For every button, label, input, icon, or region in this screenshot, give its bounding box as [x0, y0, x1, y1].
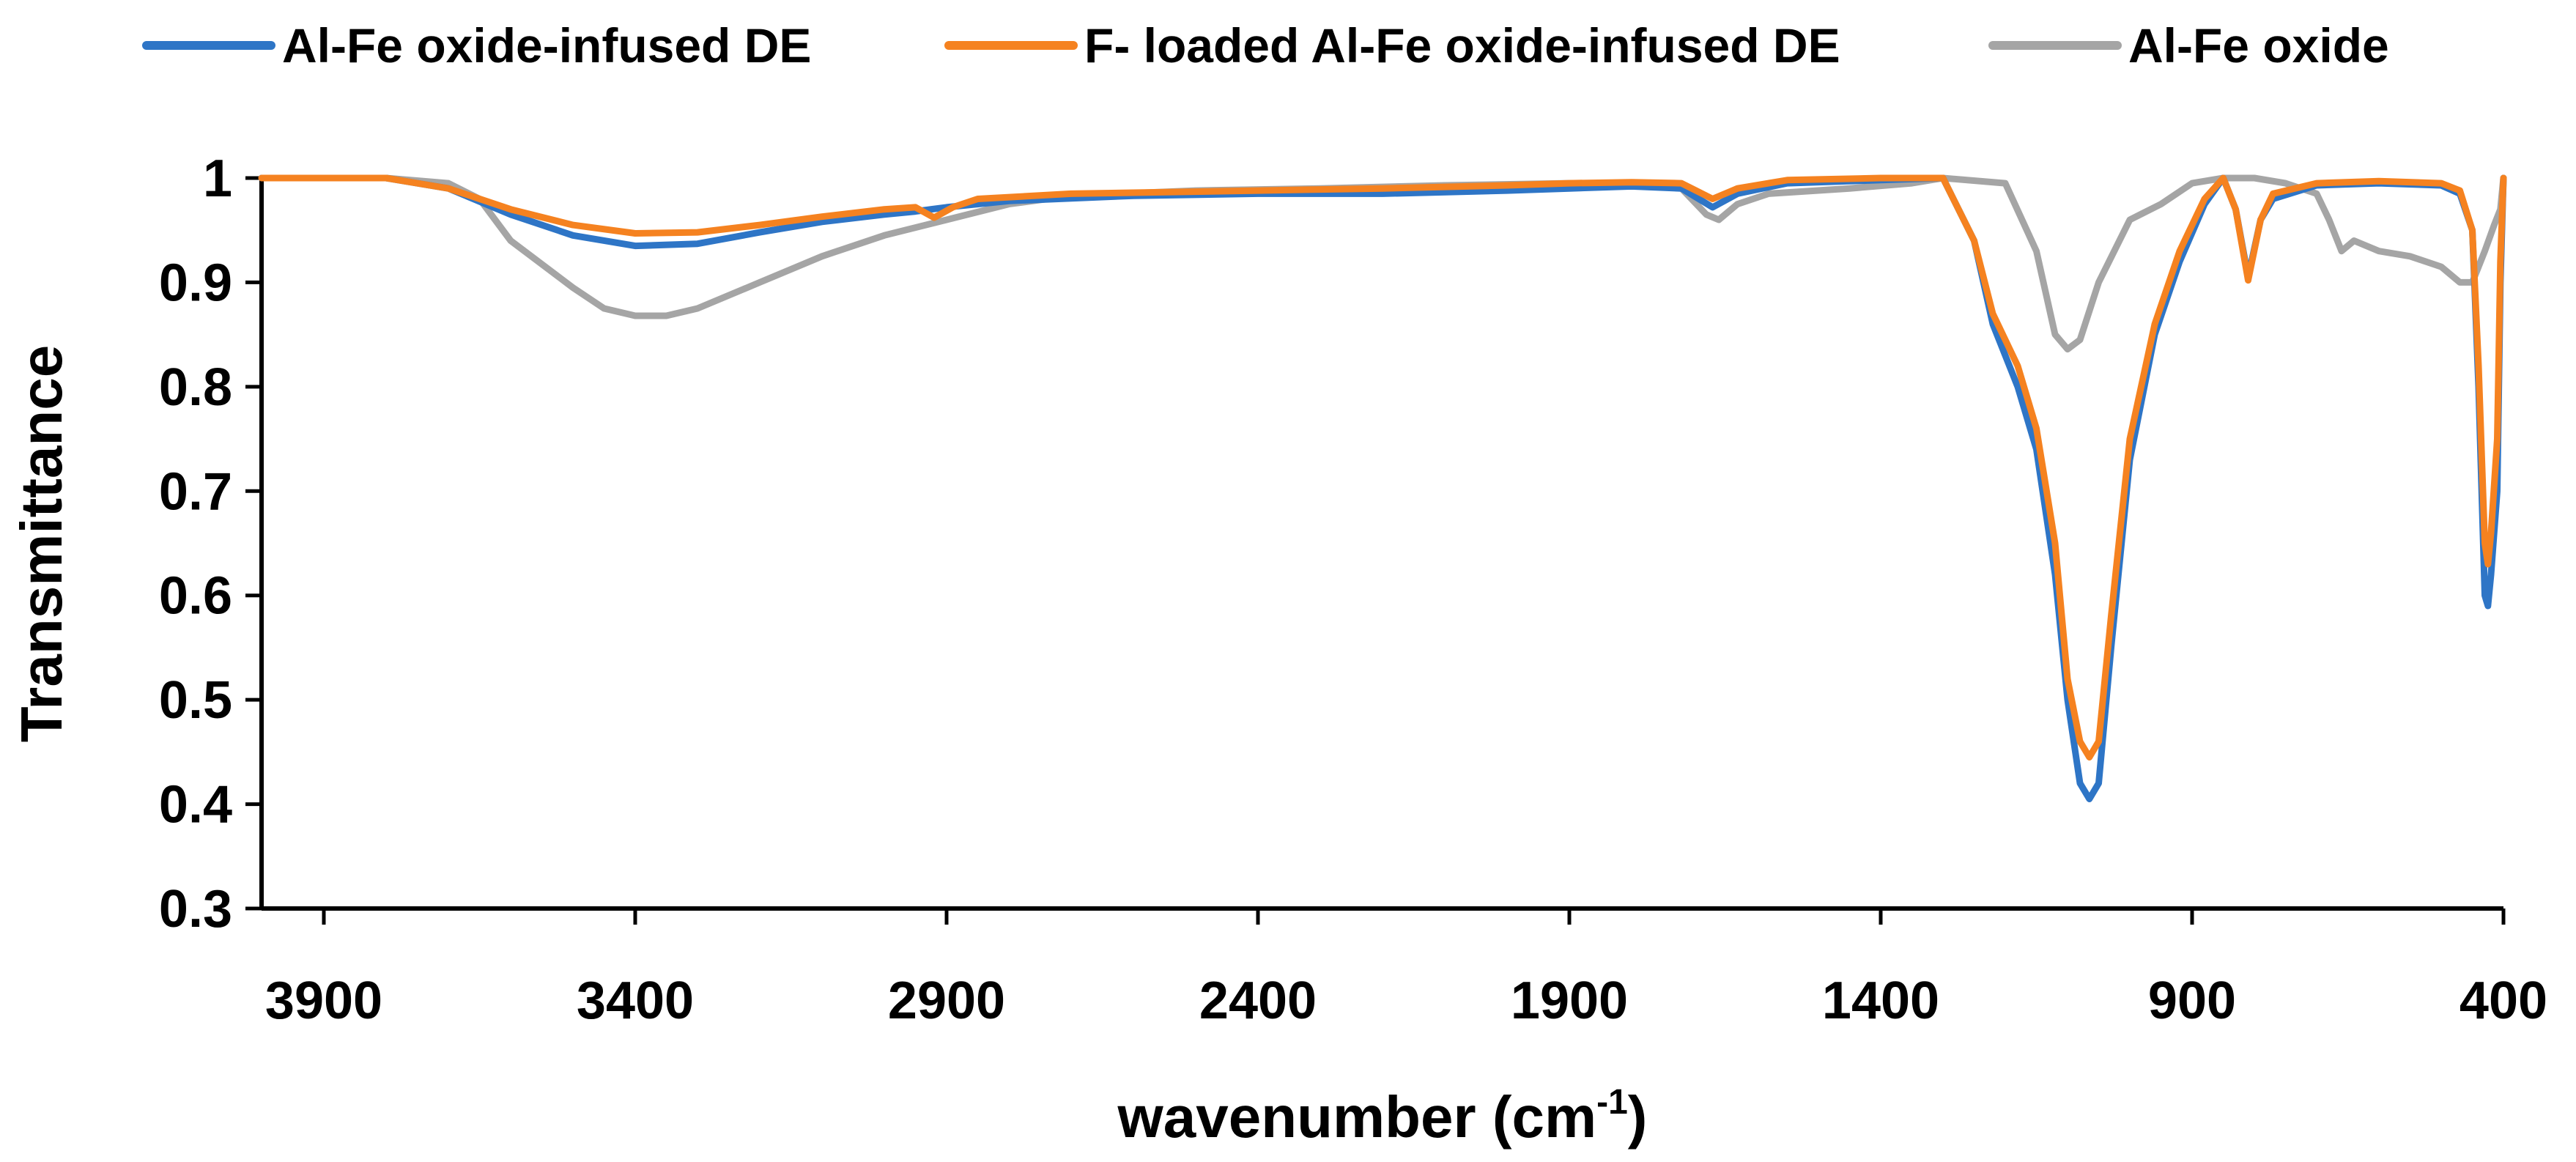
series-lines: [258, 174, 2507, 802]
y-tick-label: 0.6: [159, 567, 232, 626]
x-tick-label: 3900: [265, 972, 382, 1030]
x-tick-label: 3400: [577, 972, 694, 1030]
y-ticks: 0.3 0.4 0.5 0.6 0.7 0.8 0.9 1: [159, 149, 262, 939]
x-axis-title-close: ): [1628, 1084, 1648, 1150]
x-tick-label: 900: [2148, 972, 2236, 1030]
legend-label-f-loaded-al-fe-oxide-infused-de: F- loaded Al-Fe oxide-infused DE: [1084, 18, 1840, 73]
x-axis-title-main: wavenumber (cm: [1117, 1084, 1597, 1150]
y-tick-label: 0.5: [159, 671, 232, 730]
x-axis-title-superscript: -1: [1596, 1083, 1628, 1122]
legend: Al-Fe oxide-infused DE F- loaded Al-Fe o…: [142, 18, 2389, 73]
x-ticks: 3900 3400 2900 2400 1900 1400 900 400: [265, 908, 2547, 1030]
y-axis-title: Transmittance: [9, 345, 74, 742]
y-tick-label: 0.4: [159, 776, 232, 835]
legend-label-al-fe-oxide-infused-de: Al-Fe oxide-infused DE: [282, 18, 811, 73]
y-tick-label: 0.9: [159, 254, 232, 312]
y-tick-label: 0.8: [159, 358, 232, 417]
x-tick-label: 2400: [1199, 972, 1317, 1030]
legend-label-al-fe-oxide: Al-Fe oxide: [2128, 18, 2389, 73]
y-tick-label: 0.3: [159, 880, 232, 939]
y-tick-label: 1: [203, 149, 232, 208]
series-line-f-loaded-al-fe-oxide-infused-de: [258, 174, 2507, 761]
series-line-al-fe-oxide-infused-de: [258, 174, 2507, 802]
x-tick-label: 1900: [1511, 972, 1628, 1030]
x-tick-label: 400: [2460, 972, 2547, 1030]
x-tick-label: 1400: [1822, 972, 1939, 1030]
series-line-al-fe-oxide: [258, 174, 2507, 353]
y-tick-label: 0.7: [159, 462, 232, 521]
x-axis-title: wavenumber (cm-1): [1117, 1083, 1648, 1150]
y-axis: 0.3 0.4 0.5 0.6 0.7 0.8 0.9 1: [159, 149, 264, 939]
x-tick-label: 2900: [888, 972, 1005, 1030]
x-axis: 3900 3400 2900 2400 1900 1400 900 400: [262, 906, 2547, 1030]
